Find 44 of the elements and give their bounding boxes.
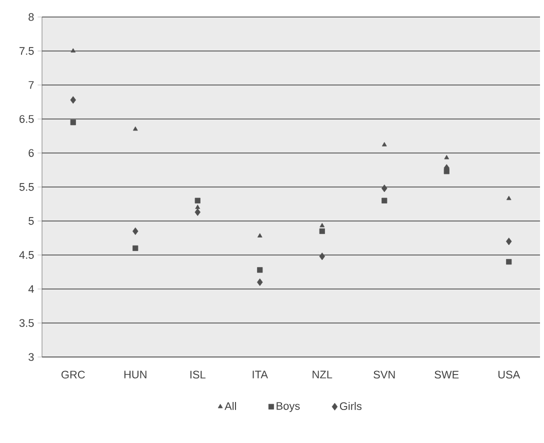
y-tick-label: 5: [28, 217, 34, 225]
point: [257, 233, 262, 238]
y-tick-label: 7.5: [20, 47, 34, 55]
point: [70, 48, 76, 52]
y-tick-label: 6.5: [20, 115, 34, 123]
point: [194, 208, 201, 216]
point: [382, 142, 387, 146]
point: [132, 245, 138, 251]
point: [506, 259, 512, 265]
point: [506, 238, 512, 246]
point: [194, 198, 200, 204]
point: [320, 222, 325, 228]
point: [506, 196, 512, 200]
point: [381, 184, 388, 192]
y-tick-label: 5.5: [19, 183, 34, 191]
point: [319, 228, 325, 234]
point: [132, 126, 138, 131]
y-tick-label: 4: [28, 285, 34, 293]
point: [444, 154, 450, 160]
point: [256, 278, 263, 286]
point: [319, 252, 326, 260]
x-tick-label: ITA: [252, 370, 268, 378]
point: [382, 198, 388, 204]
x-tick-label: USA: [498, 370, 520, 379]
x-tick-label: ISL: [190, 370, 206, 379]
point: [70, 96, 76, 104]
x-tick-label: SVN: [374, 370, 395, 379]
x-tick-label: HUN: [124, 370, 146, 378]
point: [132, 227, 138, 235]
point: [70, 120, 76, 126]
y-tick-label: 3.5: [19, 319, 34, 327]
y-tick-label: 7: [28, 81, 34, 89]
y-tick-label: 6: [28, 149, 34, 157]
legend-label: Boys: [276, 402, 300, 412]
legend-label: All: [224, 402, 236, 410]
x-tick-label: NZL: [312, 370, 332, 378]
point: [257, 267, 263, 273]
y-tick-label: 3: [28, 353, 34, 361]
y-tick-label: 8: [28, 13, 34, 21]
y-tick-label: 4.5: [19, 251, 34, 259]
legend-label: Girls: [340, 402, 362, 410]
x-tick-label: SWE: [434, 370, 459, 379]
x-tick-label: GRC: [61, 370, 85, 379]
point: [195, 204, 200, 209]
